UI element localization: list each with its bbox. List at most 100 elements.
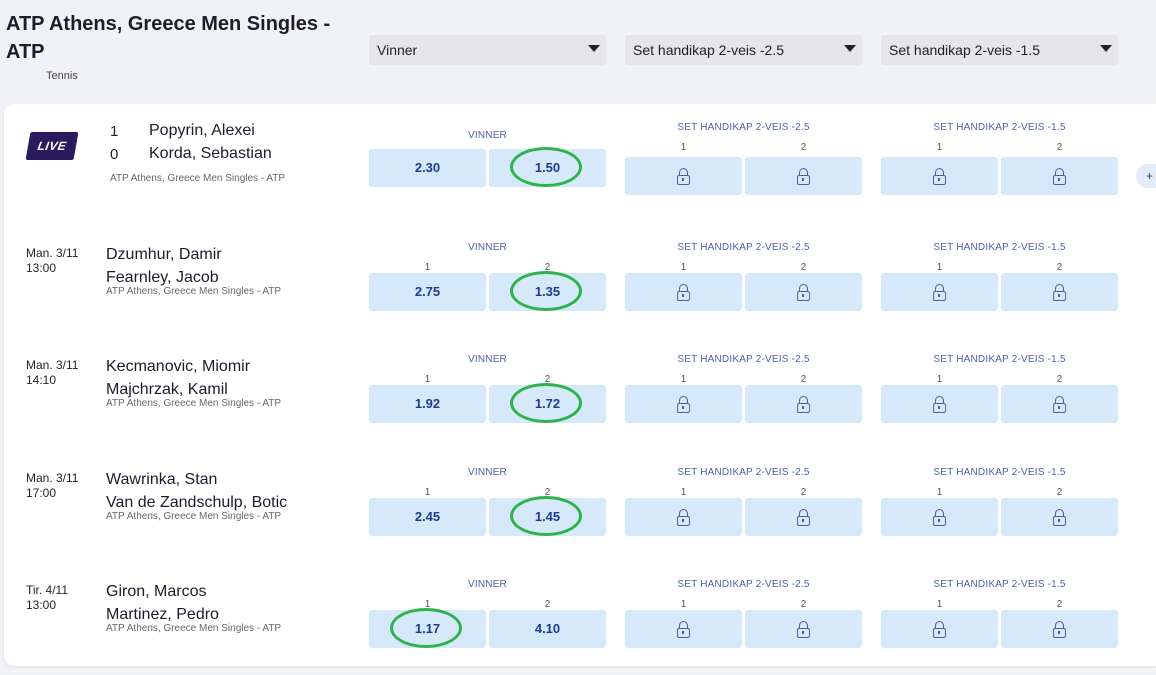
lock-body [797,175,810,185]
outcome-label: 2 [544,374,551,385]
lock-shackle [799,621,808,630]
live-badge: LIVE [25,132,79,160]
lock-icon [797,284,810,301]
lock-body [677,175,690,185]
event-row[interactable]: Man. 3/11 13:00 Dzumhur, Damir Fearnley, Ja… [4,216,1156,328]
outcome-label: 2 [800,262,807,273]
locked-odds-button[interactable] [1001,273,1118,311]
outcome-label: 1 [424,487,431,498]
lock-icon [933,168,946,185]
lock-icon [1053,168,1066,185]
locked-odds-button[interactable] [745,385,862,423]
odds-button-away[interactable]: 1.35 [489,271,606,311]
player-home[interactable]: Dzumhur, Damir [106,246,222,263]
lock-icon [1053,621,1066,638]
lock-body [797,291,810,301]
locked-odds-button[interactable] [745,273,862,311]
event-league: ATP Athens, Greece Men Singles - ATP [106,398,282,409]
player-away[interactable]: Martinez, Pedro [106,606,219,623]
lock-body [1053,175,1066,185]
lock-shackle [679,284,688,293]
locked-odds-button[interactable] [881,157,998,195]
locked-odds-button[interactable] [1001,498,1118,536]
locked-odds-button[interactable] [625,385,742,423]
player-away[interactable]: Korda, Sebastian [149,145,272,162]
lock-body [797,403,810,413]
market-title-handicap-1-5: SET HANDIKAP 2-VEIS -1.5 [933,354,1066,365]
chevron-down-icon [1100,45,1112,52]
odds-button-home[interactable]: 1.17 [369,608,486,648]
player-away[interactable]: Fearnley, Jacob [106,269,219,286]
locked-odds-button[interactable] [625,273,742,311]
locked-odds-button[interactable] [881,498,998,536]
lock-shackle [935,621,944,630]
lock-shackle [935,284,944,293]
lock-icon [933,509,946,526]
events-card: LIVE 1 0 Popyrin, Alexei Korda, Sebastian ATP… [4,104,1156,666]
market-select-1[interactable]: Vinner [369,35,606,65]
outcome-label: 1 [424,599,431,610]
player-away[interactable]: Van de Zandschulp, Botic [106,494,288,511]
market-select-2[interactable]: Set handikap 2-veis -2.5 [625,35,862,65]
locked-odds-button[interactable] [745,498,862,536]
odds-button-away[interactable]: 1.50 [489,147,606,187]
odds-button-away[interactable]: 1.45 [489,496,606,536]
lock-shackle [1055,168,1064,177]
lock-shackle [799,284,808,293]
locked-odds-button[interactable] [625,157,742,195]
lock-body [933,175,946,185]
odds-button-home[interactable]: 2.75 [369,273,486,311]
locked-odds-button[interactable] [1001,385,1118,423]
lock-shackle [799,509,808,518]
odds-button-home[interactable]: 1.92 [369,385,486,423]
lock-body [933,628,946,638]
more-markets-button[interactable]: + [1136,164,1156,188]
market-select-label: Vinner [377,42,418,58]
lock-icon [677,284,690,301]
locked-odds-button[interactable] [745,157,862,195]
locked-odds-button[interactable] [1001,157,1118,195]
locked-odds-button[interactable] [881,610,998,648]
locked-odds-button[interactable] [881,385,998,423]
outcome-label: 1 [680,142,687,153]
locked-odds-button[interactable] [1001,610,1118,648]
outcome-label: 1 [936,487,943,498]
market-title-handicap-2-5: SET HANDIKAP 2-VEIS -2.5 [677,354,810,365]
player-home[interactable]: Wawrinka, Stan [106,471,218,488]
lock-body [797,628,810,638]
outcome-label: 2 [544,487,551,498]
locked-odds-button[interactable] [625,498,742,536]
odds-button-home[interactable]: 2.45 [369,498,486,536]
chevron-down-icon [588,45,600,52]
event-row[interactable]: LIVE 1 0 Popyrin, Alexei Korda, Sebastian ATP… [4,104,1156,216]
outcome-label: 1 [424,262,431,273]
outcome-label: 1 [680,487,687,498]
player-home[interactable]: Popyrin, Alexei [149,122,255,139]
event-league: ATP Athens, Greece Men Singles - ATP [106,623,282,634]
event-row[interactable]: Tir. 4/11 13:00 Giron, Marcos Martinez, Ped… [4,553,1156,665]
player-away[interactable]: Majchrzak, Kamil [106,381,228,398]
odds-button-away[interactable]: 1.72 [489,383,606,423]
locked-odds-button[interactable] [625,610,742,648]
market-select-3[interactable]: Set handikap 2-veis -1.5 [881,35,1118,65]
lock-icon [797,621,810,638]
odds-button-home[interactable]: 2.30 [369,149,486,187]
lock-icon [933,396,946,413]
lock-icon [677,509,690,526]
event-time: 14:10 [26,373,57,387]
outcome-label: 2 [1056,374,1063,385]
market-select-label: Set handikap 2-veis -2.5 [633,42,784,58]
lock-body [1053,291,1066,301]
event-row[interactable]: Man. 3/11 14:10 Kecmanovic, Miomir Majchrza… [4,328,1156,440]
event-row[interactable]: Man. 3/11 17:00 Wawrinka, Stan Van de Zands… [4,441,1156,553]
player-home[interactable]: Giron, Marcos [106,583,207,600]
market-select-label: Set handikap 2-veis -1.5 [889,42,1040,58]
locked-odds-button[interactable] [745,610,862,648]
chevron-down-icon [844,45,856,52]
event-time: 13:00 [26,598,57,612]
odds-button-away[interactable]: 4.10 [489,610,606,648]
market-title-handicap-1-5: SET HANDIKAP 2-VEIS -1.5 [933,467,1066,478]
lock-body [1053,628,1066,638]
locked-odds-button[interactable] [881,273,998,311]
player-home[interactable]: Kecmanovic, Miomir [106,358,251,375]
